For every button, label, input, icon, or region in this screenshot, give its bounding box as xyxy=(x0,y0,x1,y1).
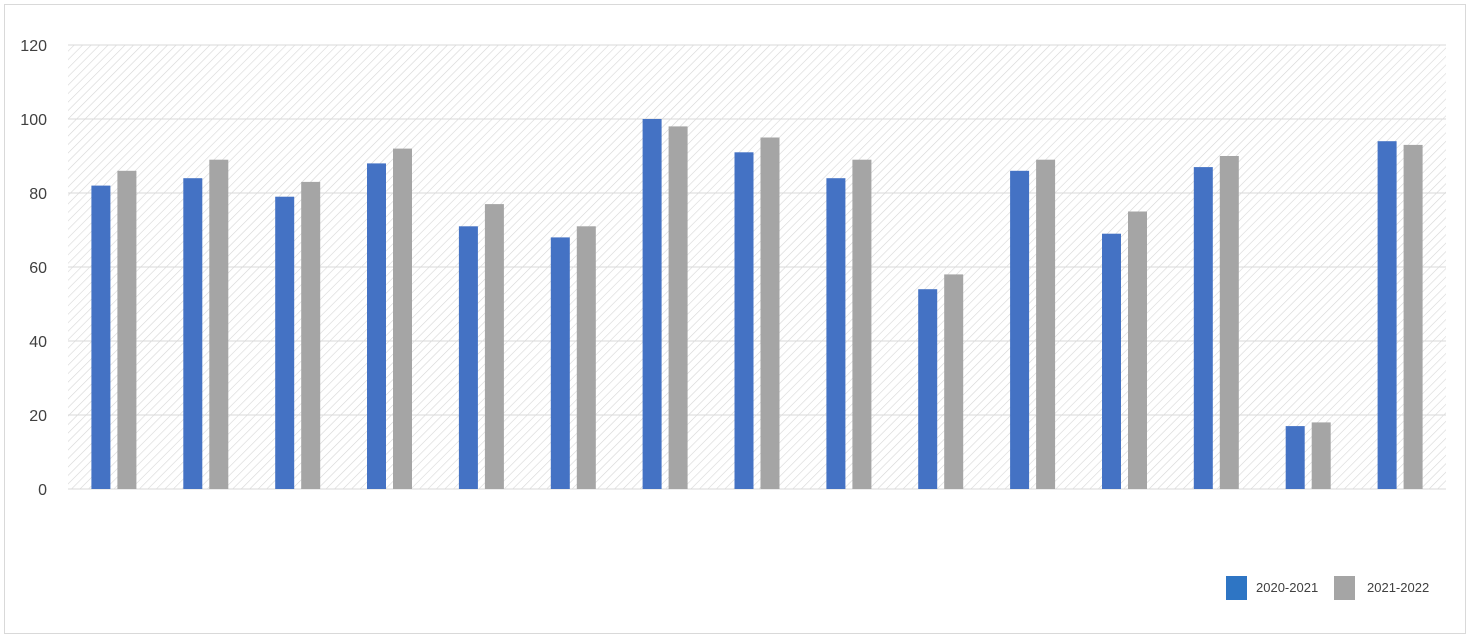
legend-label-2021-2022: 2021-2022 xyxy=(1367,580,1429,595)
y-tick-label: 80 xyxy=(29,186,47,203)
bar-2021-2022-14 xyxy=(1311,422,1331,489)
y-tick-label: 60 xyxy=(29,260,47,277)
legend-label-2020-2021: 2020-2021 xyxy=(1256,580,1318,595)
bar-2020-2021-7 xyxy=(642,119,662,489)
y-tick-label: 100 xyxy=(20,112,47,129)
y-axis-tick-labels: 0 20 40 60 80 100 120 xyxy=(20,38,47,499)
bar-2020-2021-10 xyxy=(918,289,938,489)
y-tick-label: 0 xyxy=(38,482,47,499)
bar-2020-2021-13 xyxy=(1193,167,1213,489)
bar-2021-2022-7 xyxy=(668,126,688,490)
bar-2021-2022-5 xyxy=(484,204,504,489)
bar-2020-2021-8 xyxy=(734,152,754,490)
legend: 2020-2021 2021-2022 xyxy=(1226,576,1429,600)
y-tick-label: 40 xyxy=(29,334,47,351)
bar-2021-2022-4 xyxy=(393,148,412,489)
gridlines xyxy=(68,44,1446,490)
bar-2020-2021-5 xyxy=(458,226,478,490)
bar-2021-2022-6 xyxy=(576,226,596,490)
bar-2021-2022-8 xyxy=(760,137,780,489)
bar-2021-2022-11 xyxy=(1036,159,1056,489)
bar-2020-2021-2 xyxy=(183,178,203,489)
y-tick-label: 20 xyxy=(29,408,47,425)
bar-2021-2022-3 xyxy=(301,181,321,489)
bar-2021-2022-12 xyxy=(1128,211,1147,489)
legend-swatch-2021-2022 xyxy=(1334,576,1355,600)
bar-series-group xyxy=(91,119,1423,490)
bar-2021-2022-9 xyxy=(852,159,872,489)
bar-2020-2021-4 xyxy=(367,163,386,489)
bar-2020-2021-1 xyxy=(91,185,111,489)
bar-2021-2022-13 xyxy=(1219,156,1239,489)
bar-2020-2021-11 xyxy=(1010,170,1030,490)
chart-frame xyxy=(4,4,1466,634)
bar-2020-2021-9 xyxy=(826,178,846,489)
bar-2020-2021-15 xyxy=(1377,141,1397,489)
legend-swatch-2020-2021 xyxy=(1226,576,1247,600)
bar-2020-2021-6 xyxy=(550,237,570,489)
bar-2021-2022-15 xyxy=(1403,144,1423,489)
bar-2020-2021-14 xyxy=(1285,426,1305,489)
bar-2021-2022-10 xyxy=(944,274,964,489)
bar-2021-2022-1 xyxy=(117,170,137,490)
y-tick-label: 120 xyxy=(20,38,47,55)
bar-2021-2022-2 xyxy=(209,159,229,489)
bar-2020-2021-12 xyxy=(1102,233,1121,489)
bar-2020-2021-3 xyxy=(275,196,295,489)
